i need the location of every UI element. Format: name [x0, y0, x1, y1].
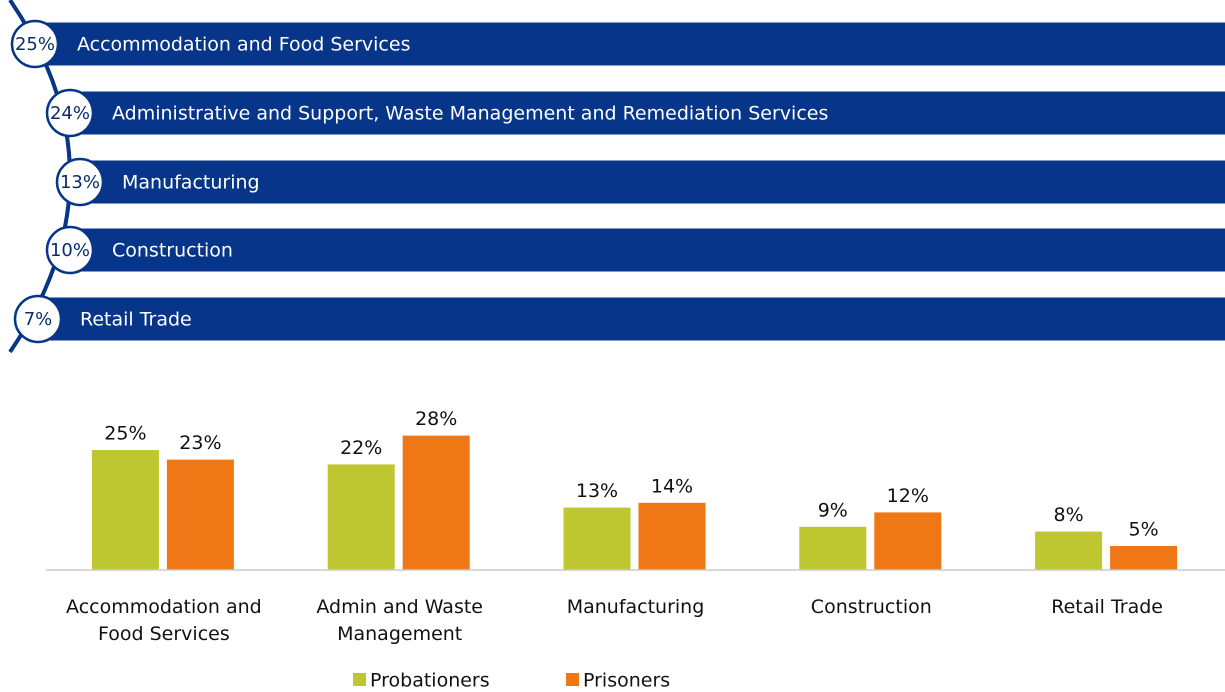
- x-tick-label: Accommodation and Food Services: [66, 596, 262, 645]
- percent-label: 7%: [24, 309, 53, 330]
- category-label: Accommodation and Food Services: [77, 34, 410, 56]
- data-label: 14%: [651, 475, 693, 497]
- data-label: 23%: [179, 432, 221, 454]
- bar: [327, 464, 395, 570]
- percent-circle: [13, 294, 63, 344]
- banner-bar: [35, 22, 1225, 66]
- percent-circle: [45, 88, 95, 138]
- bar: [402, 435, 470, 570]
- category-label: Retail Trade: [80, 309, 192, 331]
- data-label: 5%: [1129, 519, 1159, 541]
- percent-label: 13%: [60, 172, 100, 193]
- percent-label: 24%: [50, 103, 90, 124]
- percent-circle: [10, 19, 60, 69]
- data-label: 25%: [104, 423, 146, 445]
- data-label: 13%: [576, 480, 618, 502]
- banner-bar: [70, 91, 1225, 135]
- x-tick-label: Retail Trade: [1051, 596, 1163, 618]
- data-label: 22%: [340, 437, 382, 459]
- percent-circle: [55, 157, 105, 207]
- data-label: 12%: [887, 485, 929, 507]
- percent-circle: [45, 225, 95, 275]
- x-tick-label: Admin and Waste Management: [316, 596, 483, 645]
- banner-bar: [80, 160, 1225, 204]
- percent-label: 25%: [15, 34, 55, 55]
- banner-bar: [38, 297, 1225, 341]
- legend-label: Probationers: [370, 670, 490, 692]
- x-tick-label: Construction: [810, 596, 932, 618]
- bar: [166, 459, 234, 570]
- bar: [91, 450, 159, 570]
- legend-label: Prisoners: [583, 670, 670, 692]
- banner-bar: [70, 228, 1225, 272]
- legend-swatch: [353, 673, 366, 686]
- bar: [874, 512, 942, 570]
- bar: [1035, 531, 1103, 570]
- category-label: Manufacturing: [122, 172, 260, 194]
- percent-label: 10%: [50, 240, 90, 261]
- data-label: 8%: [1054, 504, 1084, 526]
- category-label: Administrative and Support, Waste Manage…: [112, 103, 828, 125]
- x-tick-label: Manufacturing: [566, 596, 705, 618]
- category-label: Construction: [112, 240, 233, 262]
- data-label: 9%: [818, 499, 848, 521]
- bar: [638, 502, 706, 570]
- bar: [799, 526, 867, 570]
- data-label: 28%: [415, 408, 457, 430]
- bar: [1110, 546, 1178, 570]
- bar: [563, 507, 631, 570]
- legend-swatch: [566, 673, 579, 686]
